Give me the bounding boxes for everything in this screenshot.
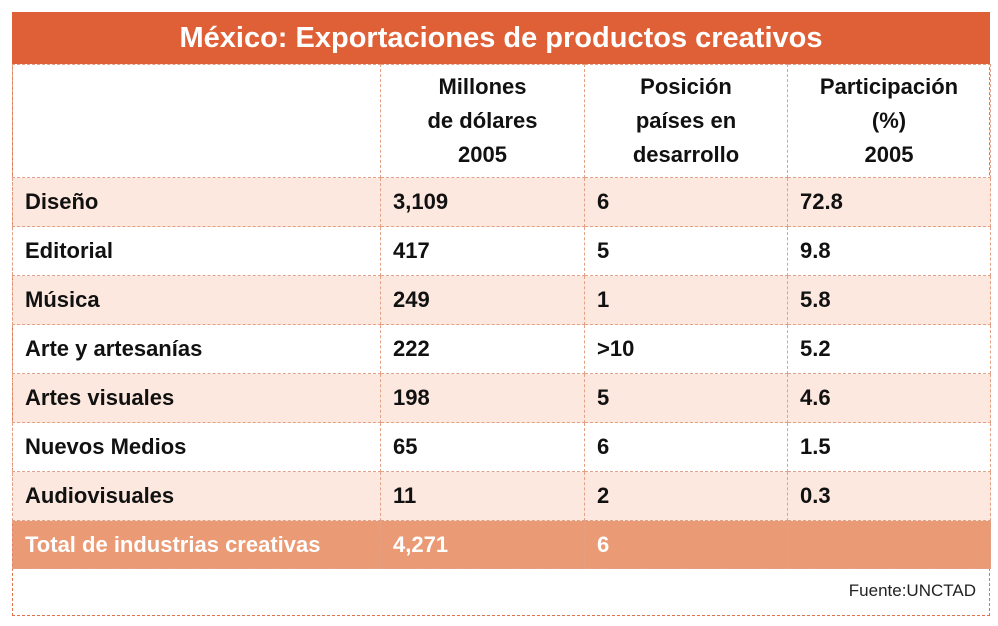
- cell-millions: 417: [380, 226, 585, 276]
- cell-share: 4.6: [787, 373, 991, 423]
- table-row: Audiovisuales 11 2 0.3: [12, 471, 991, 521]
- cell-position: 2: [584, 471, 788, 521]
- header-share: Participación (%) 2005: [787, 64, 991, 178]
- table-title: México: Exportaciones de productos creat…: [12, 12, 990, 64]
- cell-millions: 249: [380, 275, 585, 325]
- cell-share: 0.3: [787, 471, 991, 521]
- cell-category: Arte y artesanías: [12, 324, 381, 374]
- exports-table: Millones de dólares 2005 Posición países…: [12, 64, 991, 569]
- total-row: Total de industrias creativas 4,271 6: [12, 520, 991, 569]
- cell-category: Audiovisuales: [12, 471, 381, 521]
- cell-position: 5: [584, 373, 788, 423]
- cell-millions: 11: [380, 471, 585, 521]
- cell-category: Editorial: [12, 226, 381, 276]
- table-row: Artes visuales 198 5 4.6: [12, 373, 991, 423]
- table-row: Nuevos Medios 65 6 1.5: [12, 422, 991, 472]
- table-row: Diseño 3,109 6 72.8: [12, 177, 991, 227]
- cell-category: Artes visuales: [12, 373, 381, 423]
- header-position: Posición países en desarrollo: [584, 64, 788, 178]
- total-millions: 4,271: [380, 520, 585, 569]
- table-row: Música 249 1 5.8: [12, 275, 991, 325]
- source-note: Fuente:UNCTAD: [848, 581, 976, 600]
- cell-position: 5: [584, 226, 788, 276]
- cell-position: 6: [584, 422, 788, 472]
- cell-share: 9.8: [787, 226, 991, 276]
- total-share: [787, 520, 991, 569]
- cell-millions: 198: [380, 373, 585, 423]
- table-row: Editorial 417 5 9.8: [12, 226, 991, 276]
- cell-category: Nuevos Medios: [12, 422, 381, 472]
- total-category: Total de industrias creativas: [12, 520, 381, 569]
- cell-millions: 3,109: [380, 177, 585, 227]
- cell-millions: 65: [380, 422, 585, 472]
- cell-share: 5.8: [787, 275, 991, 325]
- cell-share: 72.8: [787, 177, 991, 227]
- cell-category: Diseño: [12, 177, 381, 227]
- header-row: Millones de dólares 2005 Posición países…: [12, 64, 991, 178]
- cell-position: 1: [584, 275, 788, 325]
- cell-millions: 222: [380, 324, 585, 374]
- cell-share: 5.2: [787, 324, 991, 374]
- table-row: Arte y artesanías 222 >10 5.2: [12, 324, 991, 374]
- cell-position: 6: [584, 177, 788, 227]
- cell-category: Música: [12, 275, 381, 325]
- cell-position: >10: [584, 324, 788, 374]
- header-category: [12, 64, 381, 178]
- header-millions: Millones de dólares 2005: [380, 64, 585, 178]
- total-position: 6: [584, 520, 788, 569]
- cell-share: 1.5: [787, 422, 991, 472]
